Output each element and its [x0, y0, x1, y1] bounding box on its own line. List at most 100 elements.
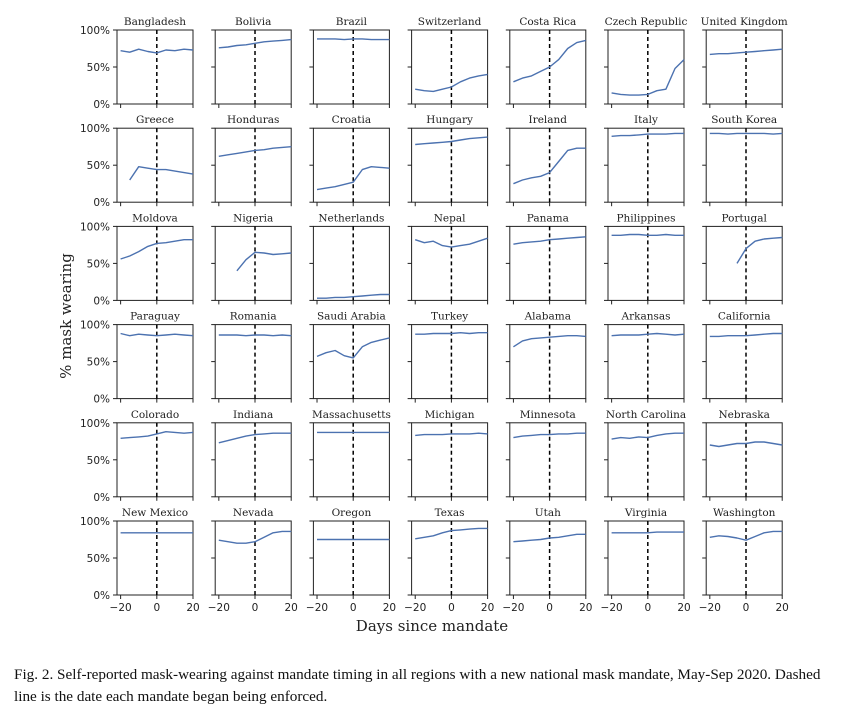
figure-caption: Fig. 2. Self-reported mask-wearing again… — [14, 666, 821, 705]
panel-frame — [509, 29, 587, 105]
x-tick-label: 20 — [776, 602, 789, 614]
x-tick-label: 0 — [252, 602, 259, 614]
x-tick-label: −20 — [208, 602, 230, 614]
panel-title: Michigan — [425, 409, 475, 421]
x-tick-label: −20 — [110, 602, 132, 614]
x-tick-label: −20 — [502, 602, 524, 614]
panel-title: Washington — [713, 507, 776, 519]
y-tick-label: 0% — [93, 394, 110, 406]
panel-croatia: Croatia — [309, 114, 390, 207]
y-tick-label: 0% — [93, 197, 110, 209]
panel-paraguay: Paraguay 0% 50% 100% — [80, 311, 194, 406]
y-axis-label: % mask wearing — [57, 253, 75, 379]
panel-title: Saudi Arabia — [317, 311, 386, 323]
series-line — [709, 332, 783, 338]
panel-washington: Washington −20 0 20 — [699, 507, 789, 614]
panel-title: Ireland — [529, 114, 568, 126]
panel-title: Costa Rica — [519, 16, 576, 28]
panel-title: Indiana — [233, 409, 273, 421]
series-line — [316, 166, 390, 191]
y-tick-label: 0% — [93, 295, 110, 307]
x-tick-label: 20 — [677, 602, 690, 614]
series-line — [218, 530, 292, 544]
panel-title: Utah — [535, 507, 561, 519]
panel-title: Bangladesh — [124, 16, 186, 28]
panel-romania: Romania — [211, 311, 292, 403]
panel-greece: Greece 0% 50% 100% — [80, 114, 194, 209]
panel-title: Netherlands — [318, 212, 384, 224]
panel-title: Nepal — [434, 212, 466, 224]
panel-saudi-arabia: Saudi Arabia — [309, 311, 390, 403]
panel-italy: Italy — [604, 114, 685, 207]
panel-frame — [509, 127, 587, 203]
series-line — [513, 533, 586, 543]
series-line — [317, 38, 390, 41]
panel-switzerland: Switzerland — [407, 16, 489, 108]
panel-moldova: Moldova 0% 50% 100% — [80, 212, 194, 307]
x-tick-label: 20 — [383, 602, 396, 614]
panel-costa-rica: Costa Rica — [505, 16, 587, 108]
series-line — [513, 147, 586, 185]
series-line — [709, 441, 783, 448]
panel-title: South Korea — [711, 114, 777, 126]
x-axis-label: Days since mandate — [356, 617, 509, 635]
panel-brazil: Brazil — [309, 16, 390, 108]
y-tick-label: 0% — [93, 99, 110, 111]
panel-frame — [705, 422, 783, 498]
panel-portugal: Portugal — [702, 212, 783, 305]
series-line — [415, 332, 488, 335]
series-line — [709, 48, 783, 56]
series-line — [611, 59, 685, 96]
y-tick-label: 100% — [80, 221, 110, 233]
x-tick-label: 20 — [579, 602, 592, 614]
x-tick-label: −20 — [601, 602, 623, 614]
y-tick-label: 50% — [87, 160, 110, 172]
panel-massachusetts: Massachusetts — [309, 409, 391, 501]
panel-nebraska: Nebraska — [702, 409, 783, 501]
x-tick-label: 20 — [285, 602, 298, 614]
series-line — [513, 432, 586, 439]
panel-frame — [116, 29, 194, 105]
series-line — [611, 132, 684, 137]
y-tick-label: 50% — [87, 455, 110, 467]
series-line — [236, 251, 292, 272]
panel-nepal: Nepal — [407, 212, 489, 305]
series-line — [317, 293, 390, 299]
series-line — [709, 132, 783, 135]
panel-title: Panama — [527, 212, 569, 224]
series-line — [120, 332, 194, 337]
panel-frame — [116, 225, 194, 301]
y-tick-label: 100% — [80, 25, 110, 37]
series-line — [513, 39, 586, 83]
panel-minnesota: Minnesota — [505, 409, 587, 501]
y-tick-label: 50% — [87, 553, 110, 565]
series-line — [218, 432, 292, 444]
panel-frame — [214, 225, 292, 301]
y-tick-label: 100% — [80, 123, 110, 135]
panel-frame — [312, 422, 390, 498]
panel-frame — [411, 520, 489, 596]
panel-title: Colorado — [131, 409, 179, 421]
panel-frame — [411, 225, 489, 301]
panel-frame — [312, 225, 390, 301]
series-line — [218, 38, 292, 49]
panel-frame — [705, 225, 783, 301]
panel-california: California — [702, 311, 783, 403]
panel-hungary: Hungary — [407, 114, 489, 207]
panel-title: Alabama — [524, 311, 571, 323]
panel-title: Massachusetts — [312, 409, 391, 421]
panel-czech-republic: Czech Republic — [604, 16, 687, 108]
series-line — [415, 136, 488, 146]
panel-ireland: Ireland — [505, 114, 587, 207]
series-line — [415, 73, 488, 93]
panel-turkey: Turkey — [407, 311, 489, 403]
panel-title: Hungary — [426, 114, 473, 126]
panels-group: Bangladesh 0% 50% 100% Bolivia Brazil Switzerl… — [80, 16, 789, 614]
panel-utah: Utah −20 0 20 — [502, 507, 592, 614]
panel-netherlands: Netherlands — [309, 212, 390, 305]
y-tick-label: 100% — [80, 418, 110, 430]
panel-north-carolina: North Carolina — [604, 409, 686, 501]
series-line — [611, 432, 684, 440]
panel-title: Moldova — [132, 212, 178, 224]
panel-title: United Kingdom — [701, 16, 788, 28]
